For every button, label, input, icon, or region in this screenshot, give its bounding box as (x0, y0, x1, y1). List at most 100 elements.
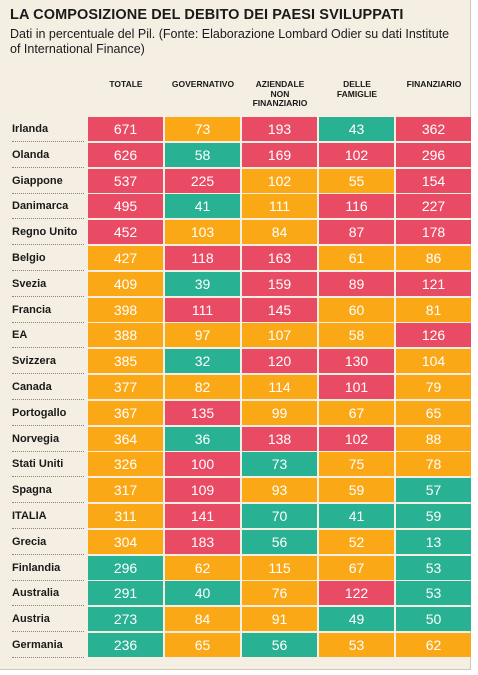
value-cell: 87 (319, 220, 394, 245)
value-cell: 452 (88, 220, 163, 245)
value-cell: 193 (242, 117, 317, 141)
value-cell: 88 (396, 426, 471, 451)
country-label: Olanda (12, 143, 84, 168)
value-cell: 53 (396, 555, 471, 580)
value-cell: 291 (88, 581, 163, 606)
value-cell: 115 (242, 555, 317, 580)
value-cell: 55 (319, 168, 394, 193)
value-cell: 13 (396, 529, 471, 554)
column-header: AZIENDALE NON FINANZIARIO (252, 79, 308, 108)
value-cell: 183 (165, 529, 240, 554)
country-label: Austria (12, 607, 84, 633)
country-label: Regno Unito (12, 220, 84, 246)
value-cell: 75 (319, 452, 394, 477)
value-cell: 304 (88, 529, 163, 554)
value-cell: 102 (242, 168, 317, 193)
column-header: TOTALE (109, 79, 143, 89)
value-cell: 236 (88, 633, 163, 657)
value-cell: 225 (165, 168, 240, 193)
value-cell: 101 (319, 375, 394, 399)
value-cell: 111 (242, 194, 317, 219)
value-cell: 84 (242, 220, 317, 245)
value-cell: 100 (165, 452, 240, 477)
value-cell: 388 (88, 323, 163, 348)
value-cell: 130 (319, 349, 394, 374)
country-label: Francia (12, 298, 84, 323)
value-cell: 86 (396, 246, 471, 270)
value-cell: 145 (242, 297, 317, 322)
country-label: ITALIA (12, 504, 84, 529)
value-cell: 78 (396, 452, 471, 477)
value-cell: 89 (319, 271, 394, 296)
column-header: DELLE FAMIGLIE (336, 79, 378, 99)
country-label: Svezia (12, 272, 84, 297)
country-label: Svizzera (12, 349, 84, 375)
value-cell: 59 (319, 478, 394, 503)
value-cell: 135 (165, 400, 240, 425)
value-cell: 73 (242, 452, 317, 477)
value-cell: 67 (319, 400, 394, 425)
value-cell: 398 (88, 297, 163, 322)
value-cell: 99 (242, 400, 317, 425)
value-cell: 76 (242, 581, 317, 606)
value-cell: 97 (165, 323, 240, 348)
value-cell: 109 (165, 478, 240, 503)
value-cell: 59 (396, 504, 471, 528)
value-cell: 537 (88, 168, 163, 193)
value-cell: 62 (396, 633, 471, 657)
country-label: Grecia (12, 530, 84, 555)
value-cell: 626 (88, 142, 163, 167)
value-cell: 114 (242, 375, 317, 399)
value-cell: 296 (88, 555, 163, 580)
value-cell: 82 (165, 375, 240, 399)
value-cell: 79 (396, 375, 471, 399)
country-label: Irlanda (12, 117, 84, 142)
value-cell: 73 (165, 117, 240, 141)
value-cell: 362 (396, 117, 471, 141)
value-cell: 41 (319, 504, 394, 528)
value-cell: 43 (319, 117, 394, 141)
value-cell: 65 (165, 633, 240, 657)
value-cell: 138 (242, 426, 317, 451)
country-label: Australia (12, 581, 84, 607)
value-cell: 56 (242, 529, 317, 554)
value-cell: 60 (319, 297, 394, 322)
value-cell: 67 (319, 555, 394, 580)
value-cell: 40 (165, 581, 240, 606)
value-cell: 62 (165, 555, 240, 580)
value-cell: 39 (165, 271, 240, 296)
value-cell: 163 (242, 246, 317, 270)
value-cell: 53 (319, 633, 394, 657)
value-cell: 32 (165, 349, 240, 374)
value-cell: 671 (88, 117, 163, 141)
country-label: Canada (12, 375, 84, 400)
value-cell: 122 (319, 581, 394, 606)
value-cell: 169 (242, 142, 317, 167)
value-cell: 120 (242, 349, 317, 374)
value-cell: 326 (88, 452, 163, 477)
value-cell: 385 (88, 349, 163, 374)
column-header: GOVERNATIVO (171, 79, 235, 89)
value-cell: 93 (242, 478, 317, 503)
value-cell: 111 (165, 297, 240, 322)
value-cell: 70 (242, 504, 317, 528)
value-cell: 53 (396, 581, 471, 606)
value-cell: 296 (396, 142, 471, 167)
country-label: Norvegia (12, 427, 84, 452)
value-cell: 84 (165, 607, 240, 632)
country-label: Belgio (12, 246, 84, 271)
value-cell: 159 (242, 271, 317, 296)
value-cell: 50 (396, 607, 471, 632)
value-cell: 121 (396, 271, 471, 296)
country-label: Spagna (12, 478, 84, 504)
chart-panel: LA COMPOSIZIONE DEL DEBITO DEI PAESI SVI… (0, 0, 471, 670)
value-cell: 81 (396, 297, 471, 322)
country-label: Finlandia (12, 556, 84, 581)
value-cell: 427 (88, 246, 163, 270)
value-cell: 104 (396, 349, 471, 374)
chart-title: LA COMPOSIZIONE DEL DEBITO DEI PAESI SVI… (10, 7, 404, 23)
value-cell: 227 (396, 194, 471, 219)
value-cell: 141 (165, 504, 240, 528)
value-cell: 311 (88, 504, 163, 528)
country-label: Portogallo (12, 401, 84, 426)
